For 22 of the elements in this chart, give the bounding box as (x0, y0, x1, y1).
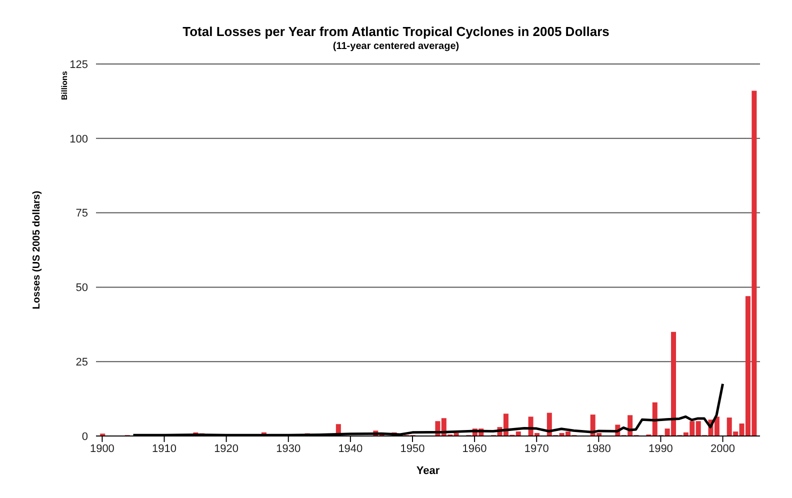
y-tick-label: 25 (76, 356, 88, 369)
x-tick-label: 2000 (710, 442, 736, 455)
x-tick-label: 1990 (648, 442, 673, 455)
chart-subtitle: (11-year centered average) (332, 41, 460, 52)
x-tick-label: 1960 (462, 442, 487, 455)
y-tick-label: 100 (70, 133, 88, 146)
y-axis-title: Losses (US 2005 dollars) (32, 190, 43, 310)
x-tick-label: 1900 (90, 442, 114, 455)
x-axis-title: Year (416, 465, 440, 477)
x-tick-label: 1980 (586, 442, 611, 455)
x-tick-label: 1930 (276, 442, 301, 455)
x-tick-label: 1970 (524, 442, 549, 455)
x-tick-label: 1940 (338, 442, 363, 455)
x-tick-label: 1950 (400, 442, 425, 455)
y-tick-label: 50 (76, 282, 88, 294)
text: Billions (60, 71, 69, 100)
x-tick-label: 1910 (152, 442, 177, 455)
y-tick-label: 125 (70, 58, 88, 71)
y-tick-label: 0 (82, 430, 88, 443)
y-tick-label: 75 (76, 208, 88, 220)
chart-title: Total Losses per Year from Atlantic Tropical Cyclones in 2005 Dollars (182, 24, 610, 39)
x-tick-label: 1920 (214, 442, 239, 455)
